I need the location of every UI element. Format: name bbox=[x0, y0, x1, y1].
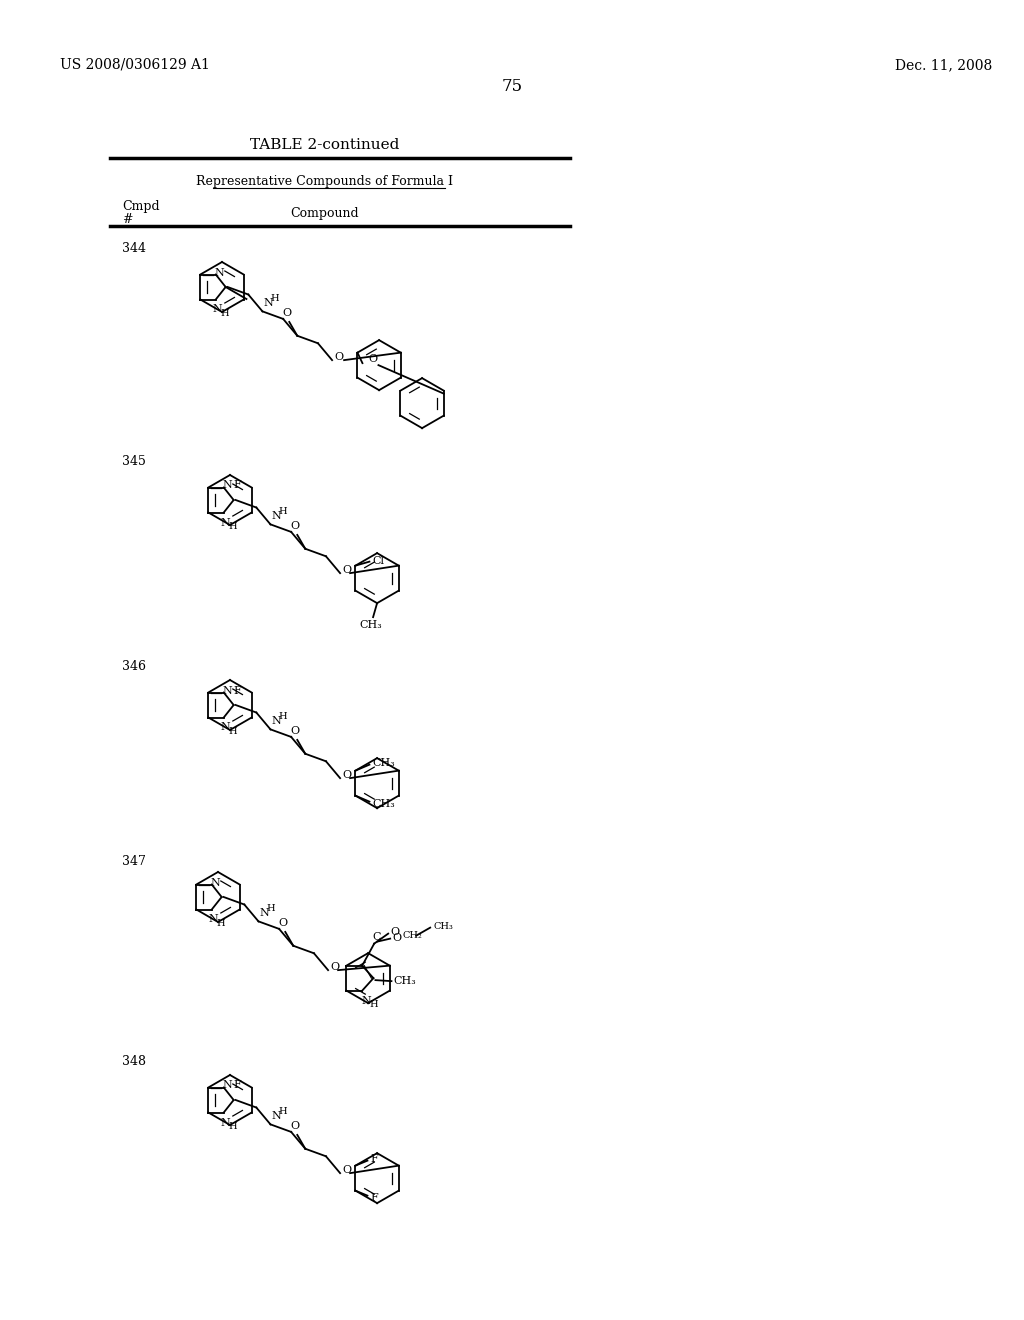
Text: H: H bbox=[216, 919, 225, 928]
Text: O: O bbox=[291, 1121, 300, 1131]
Text: O: O bbox=[291, 521, 300, 531]
Text: H: H bbox=[279, 711, 287, 721]
Text: O: O bbox=[279, 917, 288, 928]
Text: N: N bbox=[213, 305, 222, 314]
Text: #: # bbox=[122, 213, 132, 226]
Text: US 2008/0306129 A1: US 2008/0306129 A1 bbox=[60, 58, 210, 73]
Text: H: H bbox=[228, 521, 238, 531]
Text: O: O bbox=[342, 770, 351, 780]
Text: O: O bbox=[368, 354, 377, 364]
Text: H: H bbox=[279, 1107, 287, 1117]
Text: H: H bbox=[228, 727, 238, 737]
Text: O: O bbox=[390, 927, 399, 937]
Text: CH₃: CH₃ bbox=[373, 799, 395, 809]
Text: O: O bbox=[283, 308, 292, 318]
Text: O: O bbox=[342, 565, 351, 576]
Text: O: O bbox=[334, 352, 343, 362]
Text: 348: 348 bbox=[122, 1055, 146, 1068]
Text: CH₃: CH₃ bbox=[433, 923, 453, 931]
Text: 75: 75 bbox=[502, 78, 522, 95]
Text: C: C bbox=[372, 932, 381, 941]
Text: N: N bbox=[209, 915, 219, 924]
Text: N: N bbox=[221, 722, 230, 733]
Text: CH₂: CH₂ bbox=[402, 931, 422, 940]
Text: H: H bbox=[228, 1122, 238, 1131]
Text: N: N bbox=[223, 685, 232, 696]
Text: H: H bbox=[270, 294, 280, 304]
Text: N: N bbox=[211, 878, 220, 887]
Text: 345: 345 bbox=[122, 455, 145, 469]
Text: F: F bbox=[233, 480, 242, 491]
Text: N: N bbox=[215, 268, 224, 277]
Text: Dec. 11, 2008: Dec. 11, 2008 bbox=[895, 58, 992, 73]
Text: N: N bbox=[272, 511, 282, 521]
Text: F: F bbox=[371, 1193, 378, 1203]
Text: N: N bbox=[272, 717, 282, 726]
Text: H: H bbox=[266, 904, 275, 913]
Text: Cl: Cl bbox=[373, 556, 384, 566]
Text: O: O bbox=[342, 1166, 351, 1175]
Text: N: N bbox=[223, 1081, 232, 1090]
Text: N: N bbox=[221, 517, 230, 528]
Text: 344: 344 bbox=[122, 242, 146, 255]
Text: TABLE 2-continued: TABLE 2-continued bbox=[250, 139, 399, 152]
Text: F: F bbox=[233, 685, 242, 696]
Text: N: N bbox=[264, 298, 273, 308]
Text: 346: 346 bbox=[122, 660, 146, 673]
Text: F: F bbox=[371, 1154, 378, 1164]
Text: N: N bbox=[361, 995, 371, 1006]
Text: Compound: Compound bbox=[291, 207, 359, 220]
Text: Representative Compounds of Formula I: Representative Compounds of Formula I bbox=[197, 176, 454, 187]
Text: N: N bbox=[272, 1111, 282, 1121]
Text: Cmpd: Cmpd bbox=[122, 201, 160, 213]
Text: CH₃: CH₃ bbox=[373, 758, 395, 768]
Text: O: O bbox=[330, 962, 339, 972]
Text: O: O bbox=[392, 933, 401, 942]
Text: 347: 347 bbox=[122, 855, 145, 869]
Text: CH₃: CH₃ bbox=[393, 975, 416, 986]
Text: N: N bbox=[260, 908, 269, 919]
Text: O: O bbox=[291, 726, 300, 735]
Text: H: H bbox=[370, 1001, 379, 1008]
Text: N: N bbox=[221, 1118, 230, 1127]
Text: F: F bbox=[233, 1081, 242, 1090]
Text: H: H bbox=[279, 507, 287, 516]
Text: N: N bbox=[223, 480, 232, 491]
Text: H: H bbox=[220, 309, 229, 318]
Text: CH₃: CH₃ bbox=[359, 620, 383, 630]
